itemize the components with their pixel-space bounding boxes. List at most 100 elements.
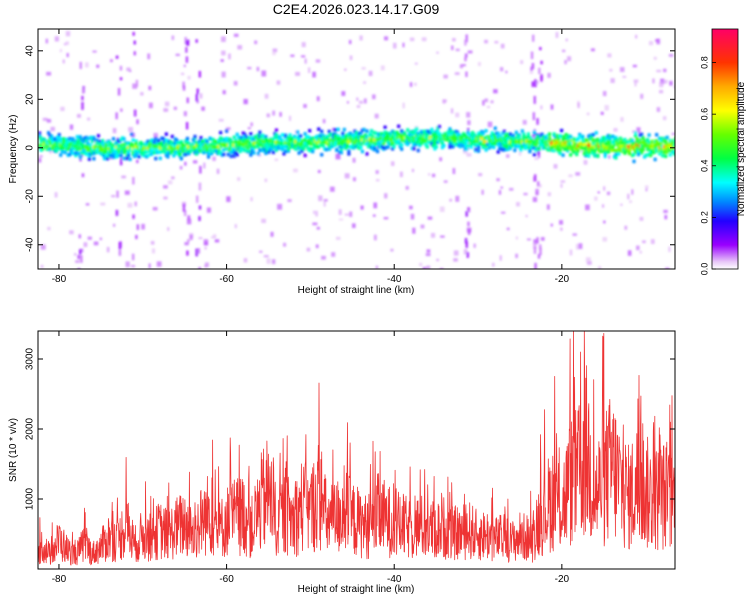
- heatmap-cell: [115, 209, 119, 216]
- heatmap-cell: [422, 266, 427, 269]
- heatmap-cell: [117, 88, 121, 96]
- heatmap-cell: [63, 144, 68, 148]
- heatmap-cell: [504, 132, 508, 136]
- heatmap-cell: [533, 246, 537, 254]
- heatmap-cell: [588, 150, 592, 154]
- heatmap-cell: [148, 141, 152, 146]
- heatmap-cell: [241, 141, 245, 145]
- heatmap-cell: [195, 248, 198, 257]
- x-tick-label: -40: [387, 574, 402, 585]
- heatmap-cell: [481, 142, 485, 147]
- heatmap-cell: [267, 150, 271, 154]
- heatmap-cell: [436, 258, 439, 262]
- heatmap-cell: [192, 160, 198, 164]
- heatmap-cell: [639, 150, 644, 155]
- heatmap-cell: [436, 51, 439, 54]
- heatmap-cell: [373, 202, 378, 209]
- heatmap-cell: [183, 209, 187, 217]
- heatmap-cell: [665, 150, 669, 154]
- heatmap-cell: [365, 129, 369, 133]
- heatmap-cell: [79, 61, 83, 69]
- heatmap-cell: [134, 141, 138, 145]
- heatmap-cell: [499, 67, 504, 72]
- heatmap-cell: [119, 65, 123, 71]
- heatmap-cell: [540, 75, 543, 82]
- heatmap-cell: [665, 267, 670, 269]
- heatmap-cell: [154, 156, 158, 161]
- heatmap-cell: [187, 151, 191, 156]
- heatmap-cell: [256, 144, 260, 149]
- heatmap-cell: [295, 71, 300, 76]
- heatmap-cell: [564, 60, 567, 65]
- heatmap-cell: [219, 144, 223, 149]
- heatmap-cell: [665, 135, 669, 140]
- heatmap-cell: [464, 39, 467, 46]
- heatmap-cell: [531, 63, 535, 70]
- heatmap-cell: [459, 64, 464, 69]
- heatmap-cell: [427, 216, 433, 220]
- heatmap-cell: [182, 85, 186, 91]
- heatmap-cell: [104, 154, 108, 158]
- heatmap-cell: [526, 132, 531, 136]
- heatmap-cell: [440, 141, 445, 146]
- heatmap-cell: [647, 140, 651, 145]
- heatmap-cell: [371, 135, 375, 140]
- heatmap-cell: [465, 241, 468, 249]
- heatmap-cell: [118, 250, 122, 256]
- colorbar-tick-label: 0.4: [699, 160, 709, 173]
- snr-x-ticks: -80 -60 -40 -20: [52, 331, 570, 585]
- heatmap-cell: [116, 190, 119, 198]
- heatmap-cell: [89, 143, 93, 147]
- heatmap-cell: [375, 149, 380, 154]
- heatmap-cell: [121, 175, 126, 179]
- heatmap-cell: [318, 134, 322, 138]
- heatmap-cell: [496, 131, 500, 136]
- heatmap-cell: [182, 81, 185, 88]
- x-tick-label: -20: [555, 574, 570, 585]
- heatmap-cell: [455, 195, 460, 202]
- heatmap-cell: [226, 152, 230, 157]
- heatmap-cell: [627, 250, 632, 256]
- heatmap-cell: [119, 157, 123, 166]
- heatmap-cell: [590, 148, 594, 152]
- heatmap-cell: [504, 134, 508, 139]
- heatmap-cell: [611, 145, 615, 150]
- heatmap-cell: [607, 53, 612, 58]
- heatmap-cell: [169, 151, 173, 155]
- heatmap-cell: [426, 249, 431, 253]
- heatmap-cell: [333, 134, 337, 138]
- heatmap-cell: [536, 118, 539, 125]
- heatmap-cell: [338, 218, 344, 221]
- heatmap-cell: [206, 148, 211, 153]
- heatmap-cell: [273, 135, 277, 139]
- heatmap-cell: [132, 177, 135, 185]
- heatmap-cell: [132, 83, 138, 89]
- heatmap-cell: [635, 34, 638, 39]
- heatmap-cell: [185, 136, 190, 141]
- heatmap-cell: [541, 140, 546, 144]
- heatmap-cell: [577, 103, 580, 109]
- heatmap-cell: [206, 143, 211, 147]
- heatmap-cell: [229, 154, 233, 159]
- heatmap-cell: [63, 150, 67, 155]
- heatmap-cell: [526, 139, 531, 144]
- heatmap-cell: [148, 102, 153, 109]
- heatmap-cell: [540, 142, 544, 147]
- heatmap-cell: [341, 131, 345, 136]
- heatmap-cell: [363, 98, 367, 104]
- heatmap-cell: [534, 157, 539, 160]
- heatmap-cell: [461, 64, 466, 67]
- heatmap-cell: [617, 152, 621, 156]
- heatmap-cell: [92, 156, 96, 161]
- heatmap-cell: [368, 70, 373, 76]
- y-tick-label: 0: [25, 145, 36, 151]
- heatmap-cell: [668, 139, 672, 143]
- heatmap-cell: [286, 149, 291, 153]
- heatmap-cell: [575, 243, 580, 250]
- heatmap-cell: [484, 39, 488, 44]
- heatmap-cell: [466, 252, 470, 258]
- heatmap-cell: [410, 213, 415, 220]
- heatmap-cell: [258, 130, 262, 135]
- heatmap-cell: [614, 152, 618, 157]
- heatmap-cell: [216, 168, 220, 174]
